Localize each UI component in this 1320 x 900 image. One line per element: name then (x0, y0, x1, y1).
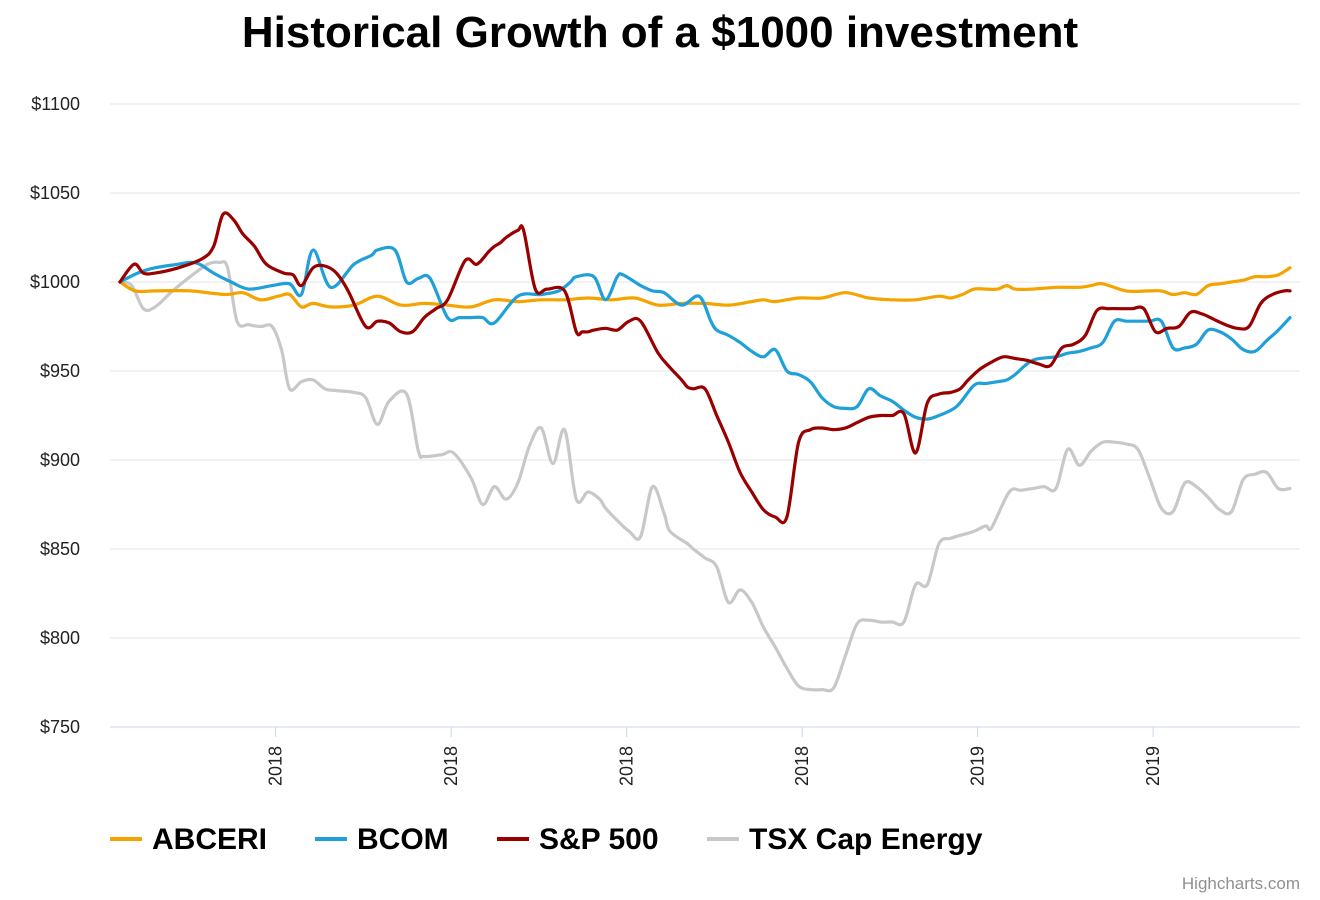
plot-area (118, 211, 1292, 693)
x-tick-label: 2019 (968, 746, 988, 786)
series-line-tsx-cap-energy[interactable] (118, 260, 1292, 693)
x-tick-label: 2018 (617, 746, 637, 786)
y-tick-label: $800 (40, 628, 80, 648)
x-tick-label: 2018 (792, 746, 812, 786)
y-tick-label: $1100 (31, 94, 80, 114)
chart-title: Historical Growth of a $1000 investment (242, 8, 1079, 57)
x-axis: 2018 2018 2018 2018 2019 2019 (266, 727, 1163, 786)
y-axis: $750 $800 $850 $900 $950 $1000 $1050 $1100 (30, 94, 80, 737)
legend-item-tsx-cap-energy[interactable]: TSX Cap Energy (749, 823, 983, 856)
series-line-abceri[interactable] (118, 266, 1292, 309)
y-tick-label: $1050 (30, 183, 80, 203)
legend-item-bcom[interactable]: BCOM (357, 823, 449, 856)
x-tick-label: 2018 (266, 746, 286, 786)
credits-link[interactable]: Highcharts.com (1182, 874, 1300, 893)
legend: ABCERI BCOM S&P 500 TSX Cap Energy (110, 823, 983, 856)
grid (110, 103, 1300, 728)
x-tick-label: 2018 (441, 746, 461, 786)
series-line-s-p-500[interactable] (118, 211, 1292, 525)
legend-item-s-p-500[interactable]: S&P 500 (539, 823, 659, 856)
legend-item-abceri[interactable]: ABCERI (152, 823, 267, 856)
y-tick-label: $900 (40, 450, 80, 470)
x-tick-label: 2019 (1143, 746, 1163, 786)
series-line-bcom[interactable] (118, 245, 1292, 421)
y-tick-label: $950 (40, 361, 80, 381)
y-tick-label: $750 (40, 717, 80, 737)
y-tick-label: $1000 (30, 272, 80, 292)
y-tick-label: $850 (40, 539, 80, 559)
